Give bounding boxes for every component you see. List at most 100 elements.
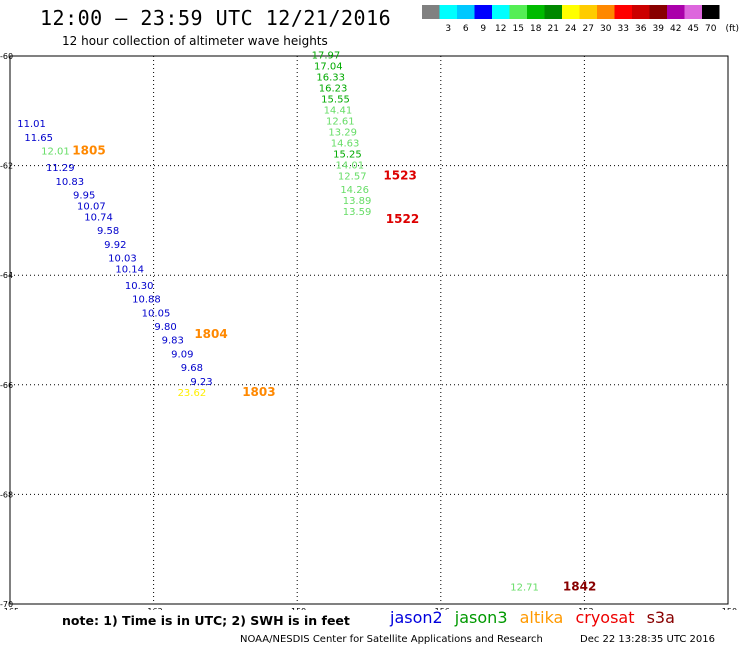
legend-swatch [649,5,667,19]
legend-tick-label: 18 [530,24,542,34]
legend-swatch [527,5,545,19]
legend-tick-label: 6 [463,24,469,34]
swh-value-label: 9.68 [181,363,203,374]
legend-tick-label: 45 [688,24,699,34]
swh-value-label: 12.57 [338,171,367,182]
swh-value-label: 14.01 [336,160,365,171]
legend-tick-label: 30 [600,24,612,34]
swh-value-label: 23.62 [178,388,207,399]
swh-value-label: 11.65 [24,133,53,144]
lat-tick-label: -70 [0,600,13,609]
pass-time-label: 1803 [242,385,275,399]
swh-value-label: 14.26 [340,185,369,196]
swh-value-label: 13.59 [343,207,372,218]
legend-tick-label: 39 [653,24,665,34]
legend-swatch [684,5,702,19]
legend-swatch [439,5,457,19]
satellite-legend: jason2 jason3 altika cryosat s3a [390,608,682,627]
pass-time-label: 1805 [72,144,105,158]
legend-swatch [579,5,597,19]
lat-tick-label: -68 [0,490,13,499]
legend-swatch [492,5,510,19]
legend-swatch [667,5,685,19]
swh-value-label: 10.07 [77,201,106,212]
satellite-cryosat: cryosat [575,608,635,627]
swh-value-label: 9.23 [190,377,212,388]
swh-value-label: 16.33 [316,73,345,84]
lat-tick-label: -62 [0,162,13,171]
swh-value-label: 15.25 [333,149,362,160]
lon-tick-label: -153 [575,607,593,610]
swh-value-label: 10.30 [125,281,154,292]
swh-value-label: 10.74 [84,212,113,223]
lon-tick-label: -165 [1,607,19,610]
page-title: 12:00 – 23:59 UTC 12/21/2016 [40,6,392,30]
legend-tick-label: 27 [583,24,594,34]
legend-tick-label: 9 [480,24,486,34]
satellite-jason3: jason3 [454,608,508,627]
legend-swatch [474,5,492,19]
swh-value-label: 9.92 [104,240,126,251]
legend-tick-label: 33 [618,24,629,34]
legend-unit-label: (ft) [726,24,740,34]
legend-swatch [562,5,580,19]
satellite-jason2: jason2 [390,608,443,627]
lat-tick-label: -64 [0,271,13,280]
swh-value-label: 10.03 [108,254,137,265]
legend-swatch [597,5,615,19]
swh-value-label: 17.04 [314,62,343,73]
swh-value-label: 12.01 [41,147,70,158]
swh-value-label: 17.97 [312,51,341,62]
swh-value-label: 14.41 [324,106,353,117]
swh-value-label: 9.95 [73,190,95,201]
swh-value-label: 10.88 [132,295,161,306]
generated-timestamp: Dec 22 13:28:35 UTC 2016 [580,634,715,645]
swh-value-label: 14.63 [331,138,360,149]
legend-tick-label: 12 [495,24,506,34]
legend-tick-label: 21 [548,24,559,34]
swh-value-label: 15.55 [321,95,350,106]
legend-swatch [509,5,527,19]
legend-tick-label: 36 [635,24,647,34]
swh-value-label: 9.83 [162,336,184,347]
legend-swatch [614,5,632,19]
satellite-altika: altika [519,608,564,627]
legend-tick-label: 3 [445,24,451,34]
swh-value-label: 10.14 [115,264,144,275]
pass-time-label: 1523 [383,168,416,182]
swh-value-label: 9.09 [171,349,193,360]
swh-value-label: 16.23 [319,84,348,95]
legend-tick-label: 24 [565,24,577,34]
swh-value-label: 10.83 [56,177,85,188]
page-subtitle: 12 hour collection of altimeter wave hei… [62,34,328,48]
map-frame [9,55,729,605]
legend-swatch [422,5,440,19]
pass-time-label: 1804 [194,327,227,341]
swh-value-label: 13.29 [328,127,357,138]
legend-swatch [544,5,562,19]
lon-tick-label: -156 [432,607,450,610]
legend-swatch [702,5,720,19]
swh-value-label: 9.80 [154,322,176,333]
lon-tick-label: -159 [288,607,306,610]
swh-value-label: 11.29 [46,163,75,174]
lon-tick-label: -150 [719,607,737,610]
pass-time-label: 1522 [386,212,419,226]
lat-tick-label: -60 [0,52,13,61]
lat-tick-label: -66 [0,381,13,390]
legend-tick-label: 70 [705,24,717,34]
wave-height-color-legend: 3 6 9 12 15 18 21 24 27 30 33 36 39 42 45 70 (ft) [422,5,740,34]
satellite-s3a: s3a [646,608,675,627]
legend-swatch [457,5,475,19]
credit-line: NOAA/NESDIS Center for Satellite Applica… [240,634,543,645]
pass-time-label: 1842 [563,579,596,593]
lon-tick-label: -162 [145,607,163,610]
legend-tick-label: 15 [513,24,524,34]
swh-value-label: 12.71 [510,582,539,593]
swh-value-label: 13.89 [343,196,372,207]
footnote: note: 1) Time is in UTC; 2) SWH is in fe… [62,613,350,628]
wave-height-map: -165 -162 -159 -156 -153 -150 -60 -62 -64 -66 -68 -… [0,51,737,610]
swh-value-label: 9.58 [97,226,119,237]
swh-value-label: 10.05 [142,308,171,319]
